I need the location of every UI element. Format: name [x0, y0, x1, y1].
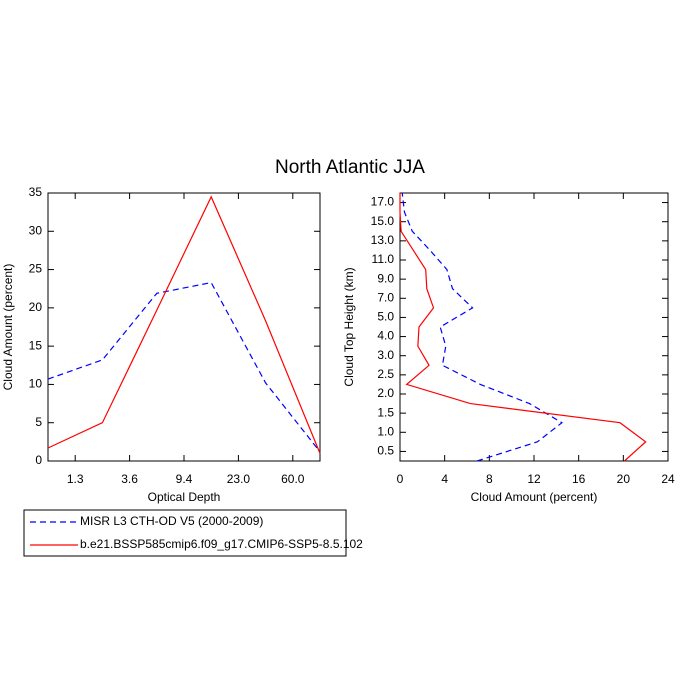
x-tick-label: 8: [486, 472, 493, 486]
x-tick-label: 20: [617, 472, 631, 486]
x-tick-label: 1.3: [67, 472, 84, 486]
y-tick-label: 20: [29, 300, 43, 314]
x-tick-label: 3.6: [121, 472, 138, 486]
series-line: [399, 193, 647, 462]
y-tick-label: 15: [29, 338, 43, 352]
y-tick-label: 15.0: [371, 214, 395, 228]
x-tick-label: 60.0: [281, 472, 305, 486]
x-tick-label: 16: [572, 472, 586, 486]
legend-label: MISR L3 CTH-OD V5 (2000-2009): [80, 514, 263, 528]
y-tick-label: 4.0: [377, 329, 394, 343]
y-tick-label: 5.0: [377, 310, 394, 324]
y-tick-label: 5: [35, 415, 42, 429]
figure-title: North Atlantic JJA: [275, 157, 425, 178]
x-axis-label: Optical Depth: [148, 490, 221, 504]
y-tick-label: 30: [29, 223, 43, 237]
y-tick-label: 7.0: [377, 290, 394, 304]
y-tick-label: 10: [29, 377, 43, 391]
x-tick-label: 9.4: [176, 472, 193, 486]
y-tick-label: 17.0: [371, 195, 395, 209]
x-tick-label: 4: [441, 472, 448, 486]
series-line: [47, 195, 321, 454]
series-line: [47, 281, 321, 453]
x-axis-label: Cloud Amount (percent): [471, 490, 598, 504]
y-tick-label: 1.5: [377, 405, 394, 419]
y-axis-label: Cloud Amount (percent): [1, 264, 15, 391]
y-tick-label: 11.0: [372, 252, 395, 266]
y-axis-label: Cloud Top Height (km): [342, 267, 356, 386]
x-tick-label: 23.0: [227, 472, 251, 486]
legend-box: [23, 509, 347, 557]
y-tick-label: 35: [29, 185, 43, 199]
legend-label: b.e21.BSSP585cmip6.f09_g17.CMIP6-SSP5-8.…: [80, 537, 363, 551]
x-tick-label: 0: [397, 472, 404, 486]
y-tick-label: 25: [29, 262, 43, 276]
y-tick-label: 3.0: [377, 348, 394, 362]
y-tick-label: 2.5: [377, 367, 394, 381]
y-tick-label: 13.0: [371, 233, 395, 247]
series-line: [401, 192, 563, 462]
y-tick-label: 0: [35, 453, 42, 467]
y-tick-label: 9.0: [377, 271, 394, 285]
x-tick-label: 12: [527, 472, 541, 486]
x-tick-label: 24: [661, 472, 675, 486]
y-tick-label: 1.0: [377, 424, 394, 438]
y-tick-label: 2.0: [377, 386, 394, 400]
y-tick-label: 0.5: [377, 444, 394, 458]
